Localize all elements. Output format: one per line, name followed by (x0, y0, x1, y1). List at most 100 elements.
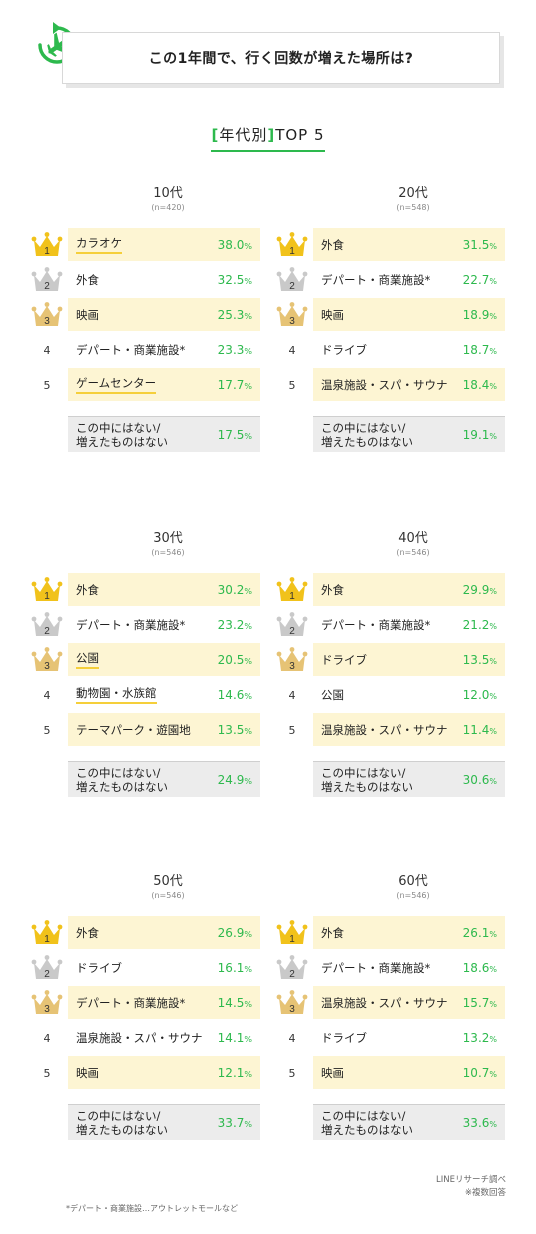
percent-number: 31.5 (462, 237, 490, 252)
percent-value: 18.4% (463, 378, 497, 392)
percent-value: 23.3% (218, 343, 252, 357)
percent-unit: % (489, 276, 497, 286)
place-label: デパート・商業施設* (321, 272, 431, 287)
panel-header: 60代 (n=546) (311, 874, 515, 902)
percent-number: 12.1 (217, 1065, 245, 1080)
none-of-these-row: この中にはない/増えたものはない 33.6% (313, 1104, 505, 1140)
ranking-row: 5 温泉施設・スパ・サウナ 11.4% (275, 713, 515, 748)
percent-unit: % (244, 929, 252, 939)
percent-value: 14.6% (218, 688, 252, 702)
crown-rank-1-icon: 1 (275, 228, 309, 262)
none-of-these-label-line: この中にはない/ (76, 765, 161, 780)
percent-value: 31.5% (463, 238, 497, 252)
percent-number: 13.2 (462, 1030, 490, 1045)
percent-value: 33.6% (463, 1116, 497, 1130)
ranking-panel: 60代 (n=546) 1 外食 26.1% 2 デパート・商業施設* 18.6% 3 温泉施設・… (275, 874, 515, 1140)
percent-number: 33.6 (462, 1115, 490, 1130)
rank-number: 4 (275, 678, 309, 712)
age-group-title: 10代 (153, 186, 183, 201)
percent-value: 29.9% (463, 583, 497, 597)
ranking-bar: 映画 12.1% (68, 1056, 260, 1089)
rank-number-text: 5 (43, 378, 51, 392)
ranking-bar: 温泉施設・スパ・サウナ 11.4% (313, 713, 505, 746)
percent-unit: % (489, 1069, 497, 1079)
percent-value: 12.1% (218, 1066, 252, 1080)
crown-rank-3-icon: 3 (30, 643, 64, 677)
ranking-row: 2 外食 32.5% (30, 263, 270, 298)
percent-value: 18.9% (463, 308, 497, 322)
percent-unit: % (244, 1069, 252, 1079)
percent-number: 18.4 (462, 377, 490, 392)
ranking-row: 1 カラオケ 38.0% (30, 228, 270, 263)
rank-number: 5 (275, 368, 309, 402)
svg-text:2: 2 (44, 626, 50, 637)
place-label: テーマパーク・遊園地 (76, 722, 191, 737)
crown-icon: 3 (276, 990, 308, 1015)
percent-number: 13.5 (217, 722, 245, 737)
percent-number: 25.3 (217, 307, 245, 322)
percent-unit: % (489, 691, 497, 701)
ranking-bar: 外食 32.5% (68, 263, 260, 296)
percent-value: 26.1% (463, 926, 497, 940)
percent-number: 14.5 (217, 995, 245, 1010)
percent-value: 38.0% (218, 238, 252, 252)
subtitle-close-bracket: ] (267, 126, 276, 144)
source-text: LINEリサーチ調べ (436, 1175, 506, 1185)
panel-header: 10代 (n=420) (66, 186, 270, 214)
none-of-these-label-line: この中にはない/ (321, 420, 406, 435)
ranking-row: 1 外食 26.9% (30, 916, 270, 951)
sample-size: (n=546) (151, 548, 185, 557)
none-of-these-row: この中にはない/増えたものはない 30.6% (313, 761, 505, 797)
ranking-row: 1 外食 31.5% (275, 228, 515, 263)
percent-number: 14.1 (217, 1030, 245, 1045)
ranking-bar: ドライブ 18.7% (313, 333, 505, 366)
rank-number: 4 (275, 333, 309, 367)
none-of-these-label-line: 増えたものはない (321, 1122, 413, 1137)
ranking-row: 2 ドライブ 16.1% (30, 951, 270, 986)
ranking-row: 2 デパート・商業施設* 21.2% (275, 608, 515, 643)
svg-text:3: 3 (289, 1004, 295, 1015)
ranking-bar: 外食 29.9% (313, 573, 505, 606)
place-label: 映画 (321, 307, 344, 322)
none-of-these-label-line: 増えたものはない (76, 434, 168, 449)
crown-icon: 1 (31, 232, 63, 257)
percent-unit: % (489, 656, 497, 666)
none-of-these-label-line: この中にはない/ (76, 420, 161, 435)
age-group-title: 60代 (398, 874, 428, 889)
place-label: 映画 (321, 1065, 344, 1080)
ranking-bar: 映画 10.7% (313, 1056, 505, 1089)
svg-text:3: 3 (289, 661, 295, 672)
ranking-bar: 動物園・水族館 14.6% (68, 678, 260, 711)
rank-number-text: 5 (43, 1066, 51, 1080)
rank-number: 5 (275, 1056, 309, 1090)
crown-rank-2-icon: 2 (30, 951, 64, 985)
place-label: デパート・商業施設* (321, 960, 431, 975)
percent-number: 30.2 (217, 582, 245, 597)
ranking-row: 3 公園 20.5% (30, 643, 270, 678)
none-of-these-label-line: この中にはない/ (76, 1108, 161, 1123)
place-label: 映画 (76, 307, 99, 322)
age-group-title: 30代 (153, 531, 183, 546)
percent-number: 17.5 (217, 427, 245, 442)
place-label: 外食 (321, 925, 344, 940)
crown-icon: 2 (31, 955, 63, 980)
percent-number: 15.7 (462, 995, 490, 1010)
percent-value: 18.6% (463, 961, 497, 975)
percent-unit: % (244, 431, 252, 441)
rank-number-text: 4 (288, 1031, 296, 1045)
crown-icon: 2 (276, 955, 308, 980)
percent-unit: % (244, 1119, 252, 1129)
crown-rank-2-icon: 2 (275, 263, 309, 297)
percent-value: 12.0% (463, 688, 497, 702)
rank-number-text: 5 (288, 723, 296, 737)
sample-size: (n=420) (151, 203, 185, 212)
none-of-these-label: この中にはない/増えたものはない (76, 1109, 168, 1137)
none-of-these-label-line: 増えたものはない (321, 779, 413, 794)
percent-unit: % (489, 1119, 497, 1129)
percent-number: 21.2 (462, 617, 490, 632)
source-notes: LINEリサーチ調べ ※複数回答 (436, 1174, 506, 1200)
percent-unit: % (489, 241, 497, 251)
percent-number: 18.6 (462, 960, 490, 975)
percent-unit: % (244, 776, 252, 786)
crown-rank-3-icon: 3 (275, 643, 309, 677)
